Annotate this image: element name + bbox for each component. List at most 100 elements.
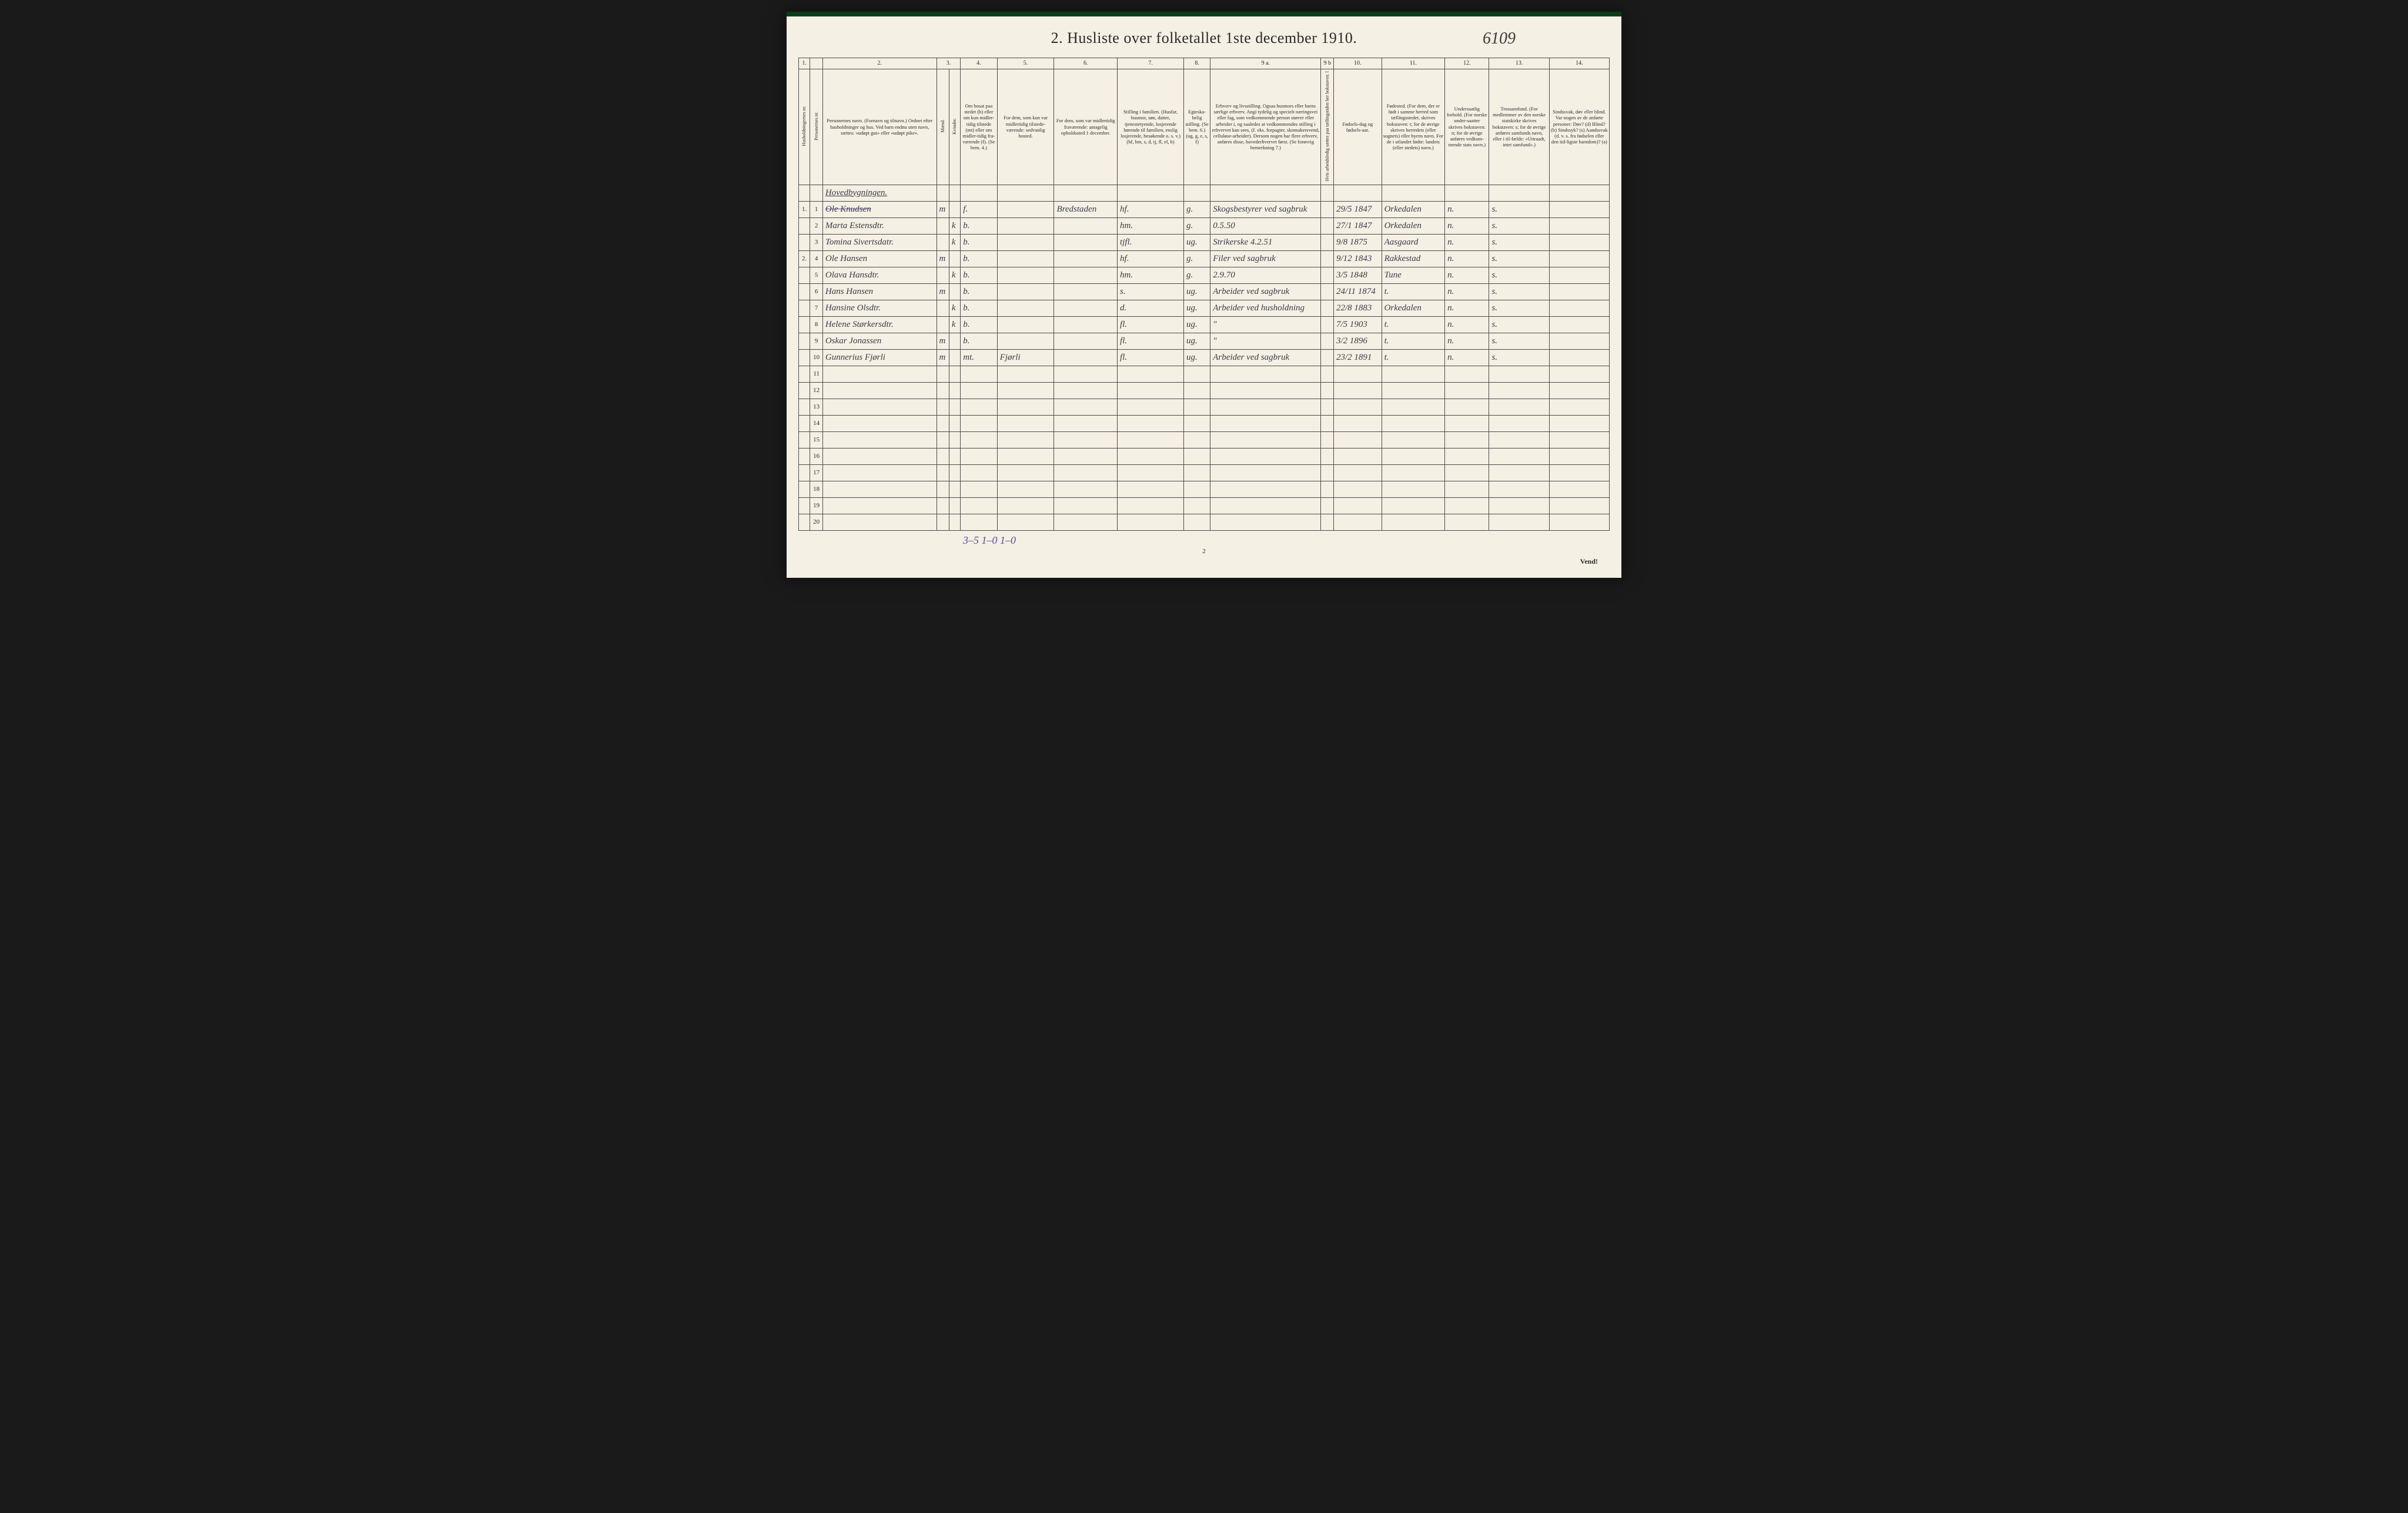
sex-k: [949, 333, 960, 349]
disability: [1549, 283, 1609, 300]
unemployed: [1321, 217, 1334, 234]
residence-status: b.: [961, 300, 997, 316]
nationality: n.: [1445, 349, 1489, 366]
family-position: hf.: [1118, 201, 1184, 217]
person-nr: 7: [810, 300, 823, 316]
person-name: Ole Hansen: [822, 250, 937, 267]
household-nr: [799, 217, 810, 234]
sex-k: k: [949, 217, 960, 234]
occupation: Skogsbestyrer ved sagbruk: [1210, 201, 1321, 217]
occupation: 0.5.50: [1210, 217, 1321, 234]
person-name: Helene Størkersdtr.: [822, 316, 937, 333]
nationality: n.: [1445, 300, 1489, 316]
person-nr: 5: [810, 267, 823, 283]
nationality: n.: [1445, 234, 1489, 250]
residence-status: b.: [961, 316, 997, 333]
person-name: Hans Hansen: [822, 283, 937, 300]
person-name: Marta Estensdtr.: [822, 217, 937, 234]
unemployed: [1321, 201, 1334, 217]
birth-date: 23/2 1891: [1334, 349, 1382, 366]
table-row: 6Hans Hansenmb.s.ug.Arbeider ved sagbruk…: [799, 283, 1610, 300]
family-position: hf.: [1118, 250, 1184, 267]
birth-date: 24/11 1874: [1334, 283, 1382, 300]
residence-status: f.: [961, 201, 997, 217]
away-place: [1054, 283, 1118, 300]
usual-place: [997, 234, 1054, 250]
colnum-7: 7.: [1118, 58, 1184, 69]
usual-place: Fjørli: [997, 349, 1054, 366]
sex-m: m: [937, 201, 949, 217]
family-position: fl.: [1118, 333, 1184, 349]
occupation: Arbeider ved sagbruk: [1210, 283, 1321, 300]
colnum-6: 6.: [1054, 58, 1118, 69]
table-row: 8Helene Størkersdtr.kb.fl.ug."7/5 1903t.…: [799, 316, 1610, 333]
table-row: 7Hansine Olsdtr.kb.d.ug.Arbeider ved hus…: [799, 300, 1610, 316]
table-row: 2Marta Estensdtr. kb. hm.g.0.5.50 27/1 1847…: [799, 217, 1610, 234]
birth-date: 9/8 1875: [1334, 234, 1382, 250]
residence-status: b.: [961, 283, 997, 300]
nationality: n.: [1445, 201, 1489, 217]
sex-m: m: [937, 349, 949, 366]
occupation: ": [1210, 316, 1321, 333]
colnum-9a: 9 a.: [1210, 58, 1321, 69]
person-nr: 10: [810, 349, 823, 366]
disability: [1549, 300, 1609, 316]
marital-status: g.: [1184, 267, 1210, 283]
family-position: tjfl.: [1118, 234, 1184, 250]
hdr-unemployed: Hvis arbeidsledig sættes paa tællingstid…: [1325, 71, 1330, 181]
away-place: [1054, 217, 1118, 234]
disability: [1549, 316, 1609, 333]
marital-status: g.: [1184, 201, 1210, 217]
table-row: 14: [799, 415, 1610, 431]
birth-date: 22/8 1883: [1334, 300, 1382, 316]
religion: s.: [1489, 300, 1549, 316]
person-nr: 4: [810, 250, 823, 267]
turn-over-label: Vend!: [798, 557, 1610, 566]
table-row: 2.4Ole Hansenmb.hf.g.Filer ved sagbruk9/…: [799, 250, 1610, 267]
section-row: Hovedbygningen.: [799, 185, 1610, 201]
person-nr: 1: [810, 201, 823, 217]
sex-m: [937, 300, 949, 316]
header-row: Husholdningernes nr. Personernes nr. Per…: [799, 69, 1610, 185]
household-nr: [799, 333, 810, 349]
hdr-birthdate: Fødsels-dag og fødsels-aar.: [1334, 69, 1382, 185]
household-nr: [799, 234, 810, 250]
marital-status: ug.: [1184, 300, 1210, 316]
birth-date: 3/2 1896: [1334, 333, 1382, 349]
religion: s.: [1489, 349, 1549, 366]
away-place: [1054, 316, 1118, 333]
colnum-13: 13.: [1489, 58, 1549, 69]
unemployed: [1321, 349, 1334, 366]
hdr-person-nr: Personernes nr.: [814, 112, 820, 140]
birth-date: 27/1 1847: [1334, 217, 1382, 234]
census-page: 6109 2. Husliste over folketallet 1ste d…: [787, 12, 1621, 578]
residence-status: b.: [961, 333, 997, 349]
birth-place: t.: [1382, 283, 1445, 300]
away-place: [1054, 300, 1118, 316]
family-position: hm.: [1118, 217, 1184, 234]
person-nr: 2: [810, 217, 823, 234]
table-row: 19: [799, 497, 1610, 514]
residence-status: b.: [961, 217, 997, 234]
colnum-10: 10.: [1334, 58, 1382, 69]
sex-m: [937, 267, 949, 283]
marital-status: g.: [1184, 217, 1210, 234]
marital-status: ug.: [1184, 316, 1210, 333]
sex-m: m: [937, 283, 949, 300]
hdr-birthplace: Fødested. (For dem, der er født i samme …: [1382, 69, 1445, 185]
person-name: Oskar Jonassen: [822, 333, 937, 349]
marital-status: ug.: [1184, 349, 1210, 366]
colnum-9b: 9 b: [1321, 58, 1334, 69]
household-nr: 2.: [799, 250, 810, 267]
colnum-8: 8.: [1184, 58, 1210, 69]
sex-m: m: [937, 250, 949, 267]
table-row: 20: [799, 514, 1610, 530]
hdr-family-pos: Stilling i familien. (Husfar, husmor, sø…: [1118, 69, 1184, 185]
religion: s.: [1489, 250, 1549, 267]
marital-status: ug.: [1184, 283, 1210, 300]
handwritten-page-number: 6109: [1483, 29, 1516, 48]
colnum-4: 4.: [961, 58, 997, 69]
household-nr: [799, 267, 810, 283]
disability: [1549, 217, 1609, 234]
person-nr: 3: [810, 234, 823, 250]
